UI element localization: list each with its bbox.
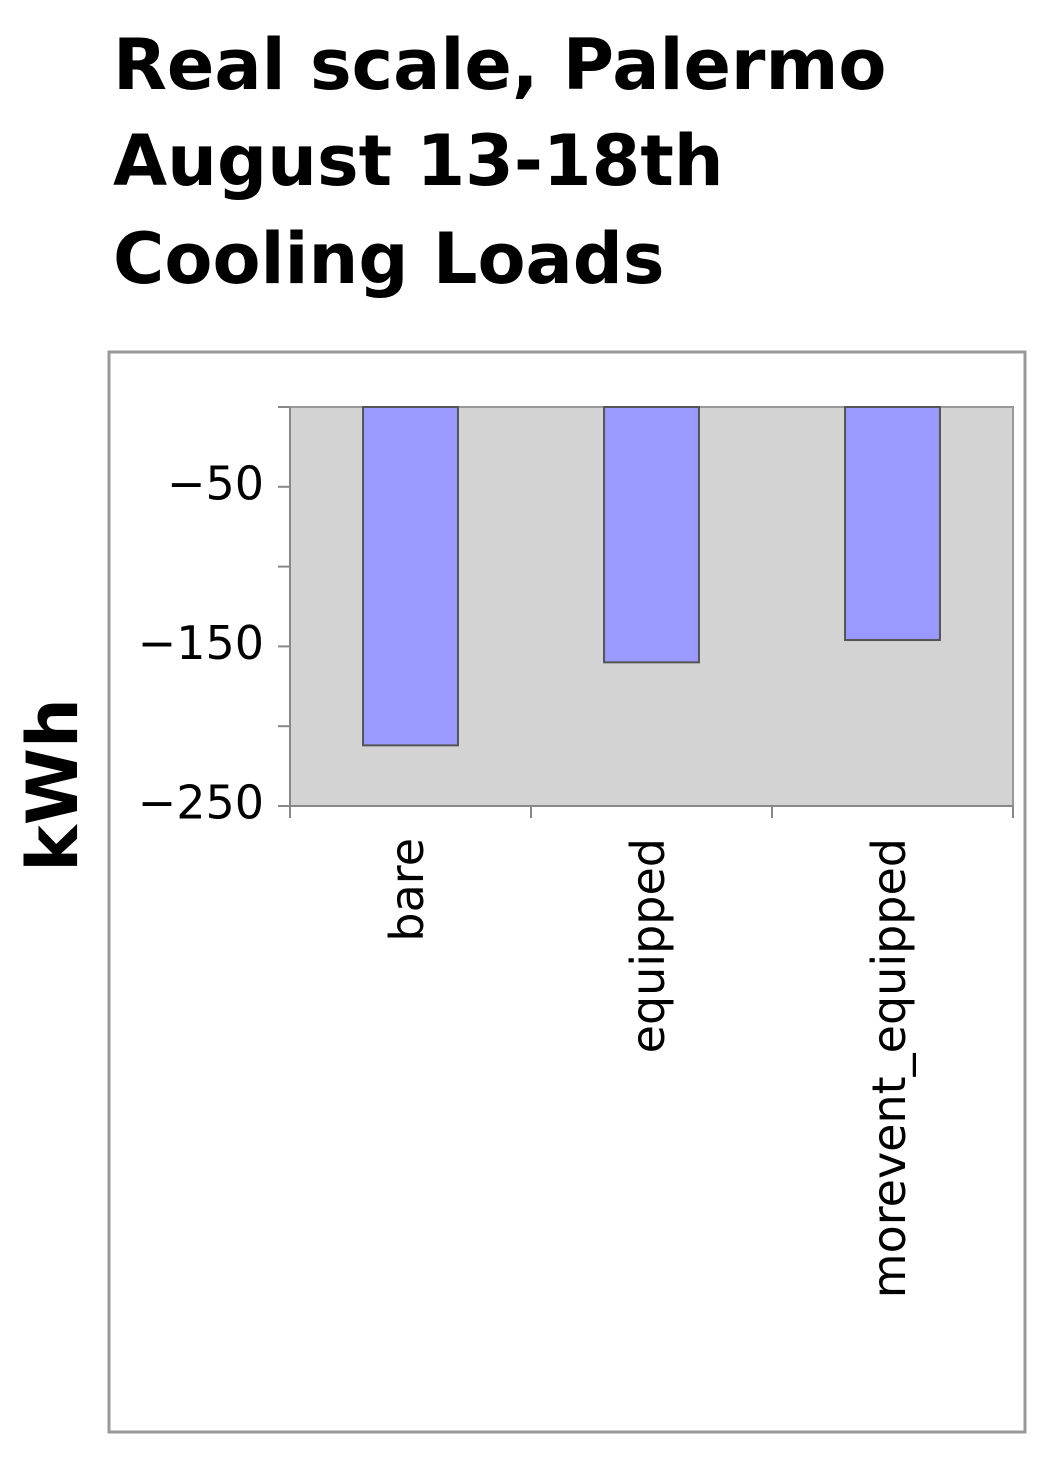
bar bbox=[362, 406, 459, 747]
x-tick-label: bare bbox=[380, 838, 434, 942]
bar bbox=[603, 406, 700, 664]
chart-title: August 13-18th bbox=[113, 120, 724, 202]
y-tick-label: −50 bbox=[167, 456, 264, 510]
y-axis-label: kWh bbox=[12, 698, 94, 872]
y-tick-label: −250 bbox=[138, 776, 264, 830]
x-tick-label: morevent_equipped bbox=[862, 838, 916, 1298]
chart-title: Cooling Loads bbox=[113, 218, 665, 300]
x-tick-label: equipped bbox=[621, 838, 675, 1053]
chart-title: Real scale, Palermo bbox=[113, 24, 887, 106]
bar bbox=[844, 406, 941, 642]
y-tick-label: −150 bbox=[138, 616, 264, 670]
